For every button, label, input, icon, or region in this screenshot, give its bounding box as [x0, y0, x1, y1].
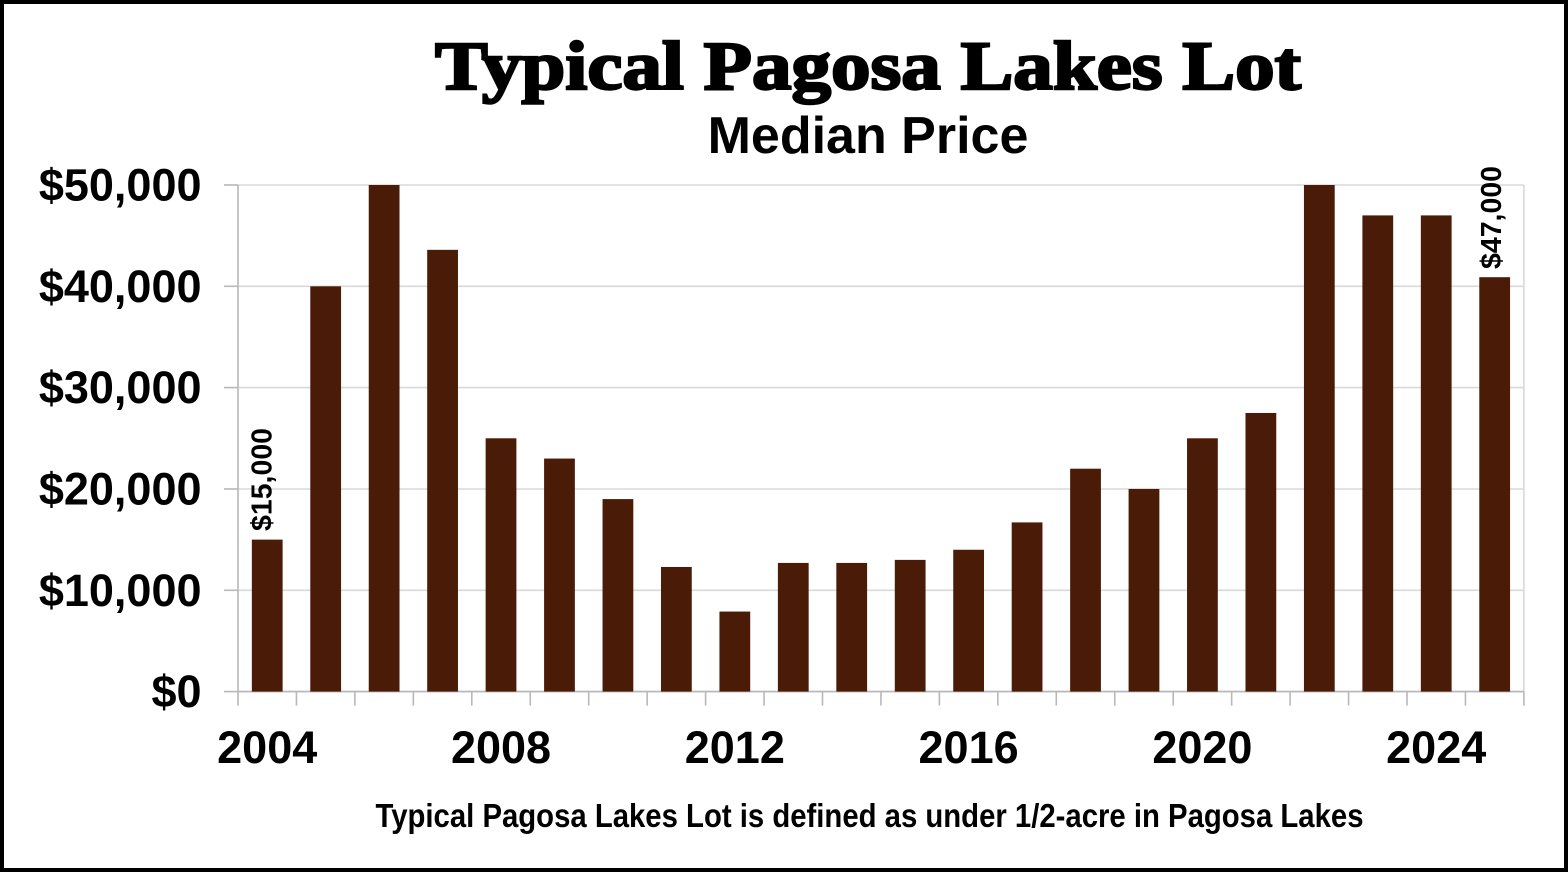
svg-text:$40,000: $40,000 [39, 261, 202, 312]
svg-text:$47,000: $47,000 [1476, 166, 1508, 269]
svg-text:2024: 2024 [1386, 722, 1486, 773]
svg-text:2020: 2020 [1152, 722, 1252, 773]
svg-text:Median Price: Median Price [708, 107, 1029, 165]
svg-text:2004: 2004 [217, 722, 317, 773]
svg-text:2016: 2016 [919, 722, 1019, 773]
svg-text:$0: $0 [151, 666, 201, 717]
svg-text:2012: 2012 [685, 722, 785, 773]
svg-text:$10,000: $10,000 [39, 565, 202, 616]
svg-text:$30,000: $30,000 [39, 362, 202, 413]
svg-text:$20,000: $20,000 [39, 464, 202, 515]
svg-text:Typical Pagosa Lakes Lot is de: Typical Pagosa Lakes Lot is defined as u… [376, 797, 1364, 834]
svg-text:$50,000: $50,000 [39, 160, 202, 211]
svg-text:Typical Pagosa Lakes Lot: Typical Pagosa Lakes Lot [435, 28, 1301, 104]
svg-text:2008: 2008 [451, 722, 551, 773]
svg-text:$15,000: $15,000 [247, 428, 279, 531]
